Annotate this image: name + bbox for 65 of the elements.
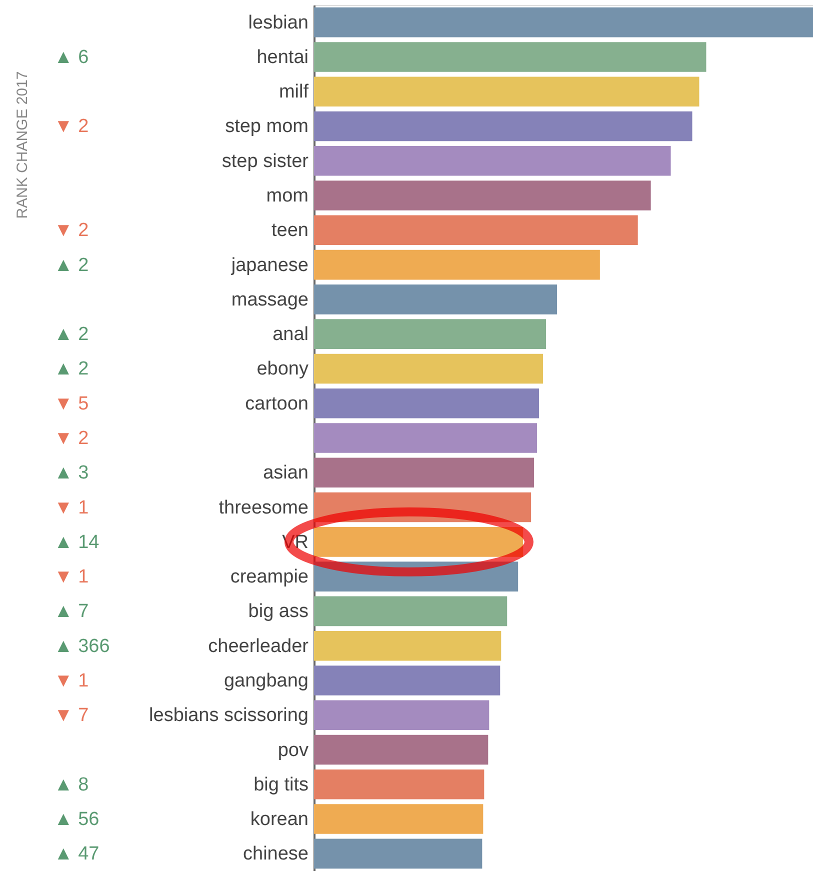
text: ▲ 14 xyxy=(54,532,100,553)
y-tick-label: hentai xyxy=(256,46,308,68)
bar xyxy=(314,458,534,488)
y-tick-label: chinese xyxy=(243,844,308,865)
bar xyxy=(314,7,813,38)
bar xyxy=(314,770,484,800)
text: ▲ 8 xyxy=(54,774,89,796)
y-tick-label: mom xyxy=(266,186,308,207)
y-tick-label: massage xyxy=(231,289,308,310)
text: ▼ 5 xyxy=(54,393,89,414)
text: ▲ 6 xyxy=(54,46,89,68)
text: ▲ 366 xyxy=(54,636,110,657)
y-tick-label: big ass xyxy=(248,601,308,622)
bar xyxy=(314,630,502,661)
text: ▲ 3 xyxy=(54,462,89,484)
y-tick-label: cartoon xyxy=(245,393,308,414)
bar xyxy=(314,596,508,626)
bar xyxy=(314,319,546,349)
y-tick-label: teen xyxy=(272,220,308,242)
bar xyxy=(314,146,671,176)
y-tick-label: milf xyxy=(278,82,310,103)
bar xyxy=(314,666,500,696)
bar xyxy=(314,838,482,869)
bar xyxy=(314,250,600,280)
y-tick-label: anal xyxy=(272,324,308,346)
bar xyxy=(314,180,651,210)
y-tick-label: step sister xyxy=(222,150,310,172)
y-tick-label: lesbians scissoring xyxy=(149,705,308,726)
y-tick-label: japanese xyxy=(230,254,308,276)
text: ▲ 2 xyxy=(54,358,89,380)
bar xyxy=(314,354,544,384)
y-tick-label: ebony xyxy=(256,358,309,380)
y-tick-label: creampie xyxy=(230,566,308,588)
y-tick-label: gangbang xyxy=(224,670,308,692)
y-tick-label: big tits xyxy=(254,774,308,796)
y-tick-label: threesome xyxy=(218,497,308,518)
text: ▼ 7 xyxy=(54,705,89,726)
bar xyxy=(314,284,558,314)
text: ▼ 1 xyxy=(54,670,89,692)
text: ▼ 1 xyxy=(54,497,89,518)
text: RANK CHANGE 2017 xyxy=(14,71,31,219)
y-tick-label: step mom xyxy=(225,116,308,138)
bar xyxy=(314,215,638,246)
bar xyxy=(314,388,540,418)
text: ▼ 2 xyxy=(54,428,89,449)
bar xyxy=(314,804,484,834)
bar xyxy=(314,700,490,730)
text: ▼ 2 xyxy=(54,220,89,242)
bar xyxy=(314,76,700,106)
text: ▲ 2 xyxy=(54,254,89,276)
text: ▼ 2 xyxy=(54,116,89,138)
text: ▼ 1 xyxy=(54,566,89,588)
y-tick-label: asian xyxy=(263,462,308,484)
bar xyxy=(314,734,488,765)
text: ▲ 2 xyxy=(54,324,89,346)
text: ▲ 7 xyxy=(54,601,89,622)
y-tick-label: cheerleader xyxy=(208,636,310,657)
bar xyxy=(314,423,538,453)
y-tick-label: korean xyxy=(250,809,308,830)
y-tick-label: pov xyxy=(278,740,309,761)
text: ▲ 56 xyxy=(54,809,100,830)
bar xyxy=(314,42,706,72)
y-tick-label: lesbian xyxy=(248,12,308,34)
bar xyxy=(314,111,692,142)
text: ▲ 47 xyxy=(54,844,100,865)
